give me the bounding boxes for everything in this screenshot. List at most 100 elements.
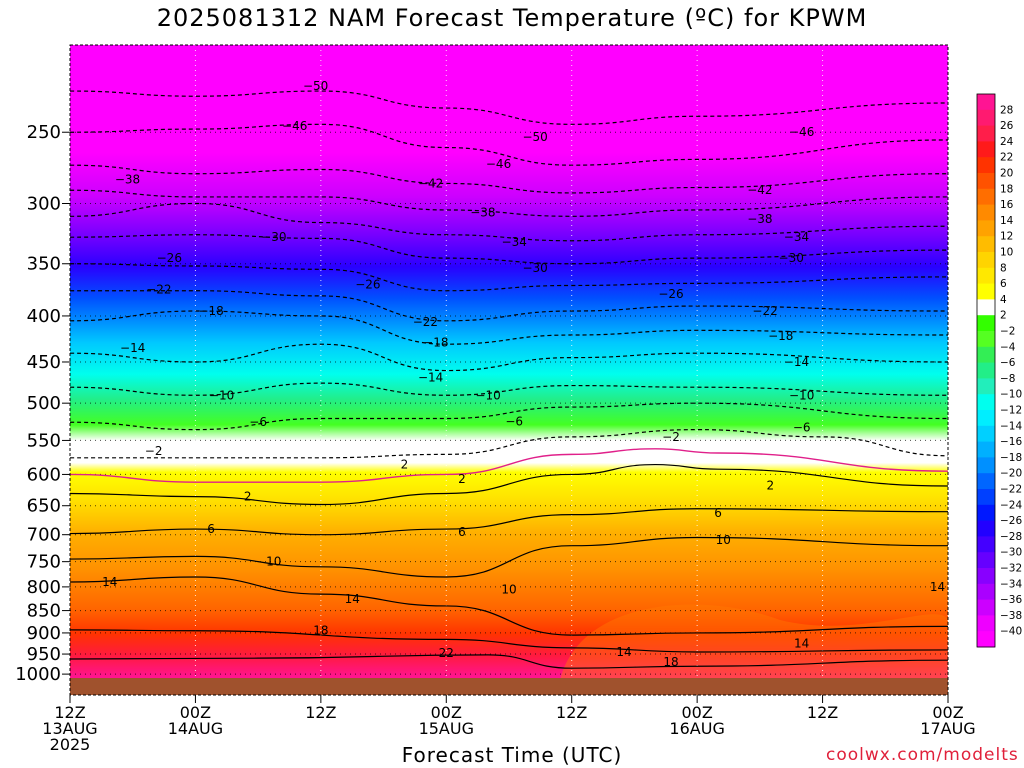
- contour-label: 6: [207, 522, 215, 536]
- contour-label: −18: [423, 335, 448, 349]
- y-tick-label: 750: [27, 552, 61, 573]
- colorbar-label: −18: [1000, 452, 1022, 464]
- terrain-ground: [70, 678, 948, 695]
- contour-label: 14: [616, 645, 631, 659]
- colorbar-swatch: [977, 568, 995, 585]
- colorbar-swatch: [977, 489, 995, 506]
- isotherm-minus6: [70, 402, 948, 431]
- contour-label: 10: [716, 533, 731, 547]
- warm-region: [560, 604, 948, 678]
- isotherm-minus14: [70, 343, 948, 372]
- colorbar-swatch: [977, 441, 995, 458]
- isotherm-14: [70, 576, 948, 636]
- contour-label: −42: [418, 176, 443, 190]
- contour-label: −18: [768, 329, 793, 343]
- plot-area: −50 −46 −50 −46 −46 −38 −42 −42 −38 −38 −30 −34 −34 −…: [69, 44, 949, 696]
- colorbar-swatch: [977, 457, 995, 474]
- y-tick-label: 600: [27, 464, 61, 485]
- colorbar-label: 14: [1000, 215, 1014, 227]
- colorbar-label: −8: [1000, 373, 1015, 385]
- warm-core-layer: [560, 604, 948, 678]
- isotherm-lines: [70, 90, 948, 669]
- contour-label: −10: [789, 388, 814, 402]
- colorbar-swatch: [977, 94, 995, 111]
- colorbar-label: 26: [1000, 120, 1014, 132]
- colorbar-label: −14: [1000, 420, 1022, 432]
- contour-label: −18: [198, 304, 223, 318]
- colorbar-label: −12: [1000, 405, 1022, 417]
- isotherm-minus22: [70, 290, 948, 322]
- contour-label: −6: [505, 414, 523, 428]
- contour-label: 10: [501, 582, 516, 596]
- colorbar-swatch: [977, 125, 995, 142]
- contour-label: −14: [120, 341, 145, 355]
- colorbar-swatch: [977, 109, 995, 127]
- colorbar-swatch: [977, 615, 995, 632]
- colorbar-swatch: [977, 520, 995, 537]
- colorbar-swatch: [977, 425, 995, 443]
- colorbar-swatch: [977, 236, 995, 253]
- isotherm-2: [70, 463, 948, 506]
- isotherm-minus34: [70, 202, 948, 242]
- isotherm-18: [70, 629, 948, 653]
- credit-link[interactable]: coolwx.com/modelts: [826, 745, 1019, 765]
- colorbar-label: −28: [1000, 531, 1022, 543]
- colorbar-label: 20: [1000, 168, 1013, 180]
- y-tick-label: 900: [27, 623, 61, 644]
- isotherm-minus30: [70, 234, 948, 265]
- colorbar-swatch: [977, 157, 995, 174]
- y-tick-label: 350: [27, 254, 61, 275]
- temperature-field: [70, 45, 948, 678]
- freezing-line: [70, 448, 948, 483]
- colorbar-label: −36: [1000, 594, 1022, 606]
- contour-label: −10: [209, 388, 234, 402]
- colorbar-label: 2: [1000, 310, 1007, 322]
- x-tick-label: 12Z: [54, 703, 85, 722]
- contour-label: −14: [784, 355, 809, 369]
- x-tick-label: 2025: [50, 735, 91, 754]
- colorbar-swatch: [977, 252, 995, 269]
- colorbar-label: −10: [1000, 389, 1022, 401]
- contour-label: −34: [502, 235, 527, 249]
- y-axis: 2503003504004505005506006507007508008509…: [15, 122, 70, 685]
- contour-label: −6: [249, 415, 267, 429]
- contour-label: −38: [470, 206, 495, 220]
- colorbar-swatch: [977, 394, 995, 411]
- contour-label: 10: [266, 555, 281, 569]
- contour-label: −38: [747, 212, 772, 226]
- colorbar-swatch: [977, 173, 995, 190]
- isotherm-22: [70, 654, 948, 669]
- colorbar-label: 10: [1000, 247, 1013, 259]
- colorbar-swatch: [977, 315, 995, 332]
- colorbar-label: −16: [1000, 436, 1022, 448]
- colorbar-swatch: [977, 141, 995, 158]
- colorbar-label: −6: [1000, 357, 1016, 369]
- colorbar-label: −26: [1000, 515, 1022, 527]
- y-tick-label: 950: [27, 644, 61, 665]
- isotherm-minus26: [70, 263, 948, 292]
- x-axis-title: Forecast Time (UTC): [401, 743, 623, 767]
- contour-label: −26: [157, 251, 182, 265]
- contour-label: −30: [779, 251, 804, 265]
- chart-title: 2025081312 NAM Forecast Temperature (ºC)…: [156, 4, 868, 32]
- colorbar-swatch: [977, 204, 995, 221]
- colorbar: 28 26 24 22 20 18 16 14 12 10 8 6 4 2 −2 −4 −6 −8 −10 −12 −1…: [976, 93, 1022, 648]
- x-tick-label: 12Z: [305, 703, 336, 722]
- contour-label: −42: [747, 183, 772, 197]
- isotherm-minus46: [70, 123, 948, 166]
- x-tick-label: 14AUG: [168, 719, 223, 738]
- y-tick-label: 400: [27, 306, 61, 327]
- colorbar-label: −24: [1000, 499, 1022, 511]
- contour-label: 18: [663, 655, 678, 669]
- y-tick-label: 650: [27, 496, 61, 517]
- y-tick-label: 500: [27, 393, 61, 414]
- colorbar-swatch: [977, 552, 995, 569]
- contour-label: 22: [439, 646, 454, 660]
- plot-frame: [69, 44, 949, 696]
- colorbar-swatch: [977, 583, 995, 601]
- y-tick-label: 250: [27, 122, 61, 143]
- colorbar-swatch: [977, 599, 995, 616]
- contour-label: −34: [784, 230, 809, 244]
- contour-label: −26: [658, 287, 683, 301]
- colorbar-label: −20: [1000, 468, 1022, 480]
